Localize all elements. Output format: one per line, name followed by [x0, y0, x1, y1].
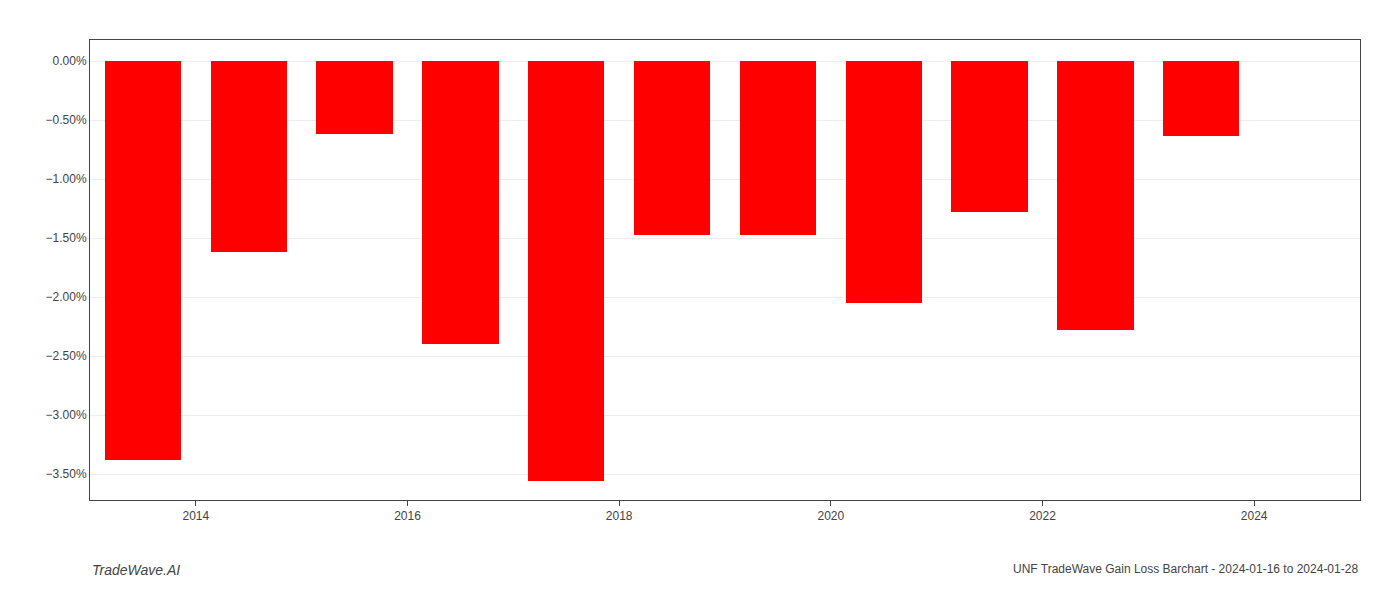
- svg-text:UNF TradeWave Gain Loss Barcha: UNF TradeWave Gain Loss Barchart - 2024-…: [1013, 562, 1358, 576]
- svg-text:−2.50%: −2.50%: [46, 349, 87, 363]
- svg-text:−3.50%: −3.50%: [46, 467, 87, 481]
- svg-text:2014: 2014: [182, 509, 209, 523]
- svg-text:−1.00%: −1.00%: [46, 172, 87, 186]
- svg-text:2024: 2024: [1241, 509, 1268, 523]
- svg-text:2018: 2018: [606, 509, 633, 523]
- svg-text:0.00%: 0.00%: [53, 54, 87, 68]
- svg-text:2022: 2022: [1029, 509, 1056, 523]
- svg-text:TradeWave.AI: TradeWave.AI: [92, 562, 180, 578]
- svg-text:2016: 2016: [394, 509, 421, 523]
- svg-text:−2.00%: −2.00%: [46, 290, 87, 304]
- svg-text:−3.00%: −3.00%: [46, 408, 87, 422]
- svg-text:−1.50%: −1.50%: [46, 231, 87, 245]
- svg-text:2020: 2020: [817, 509, 844, 523]
- svg-text:−0.50%: −0.50%: [46, 113, 87, 127]
